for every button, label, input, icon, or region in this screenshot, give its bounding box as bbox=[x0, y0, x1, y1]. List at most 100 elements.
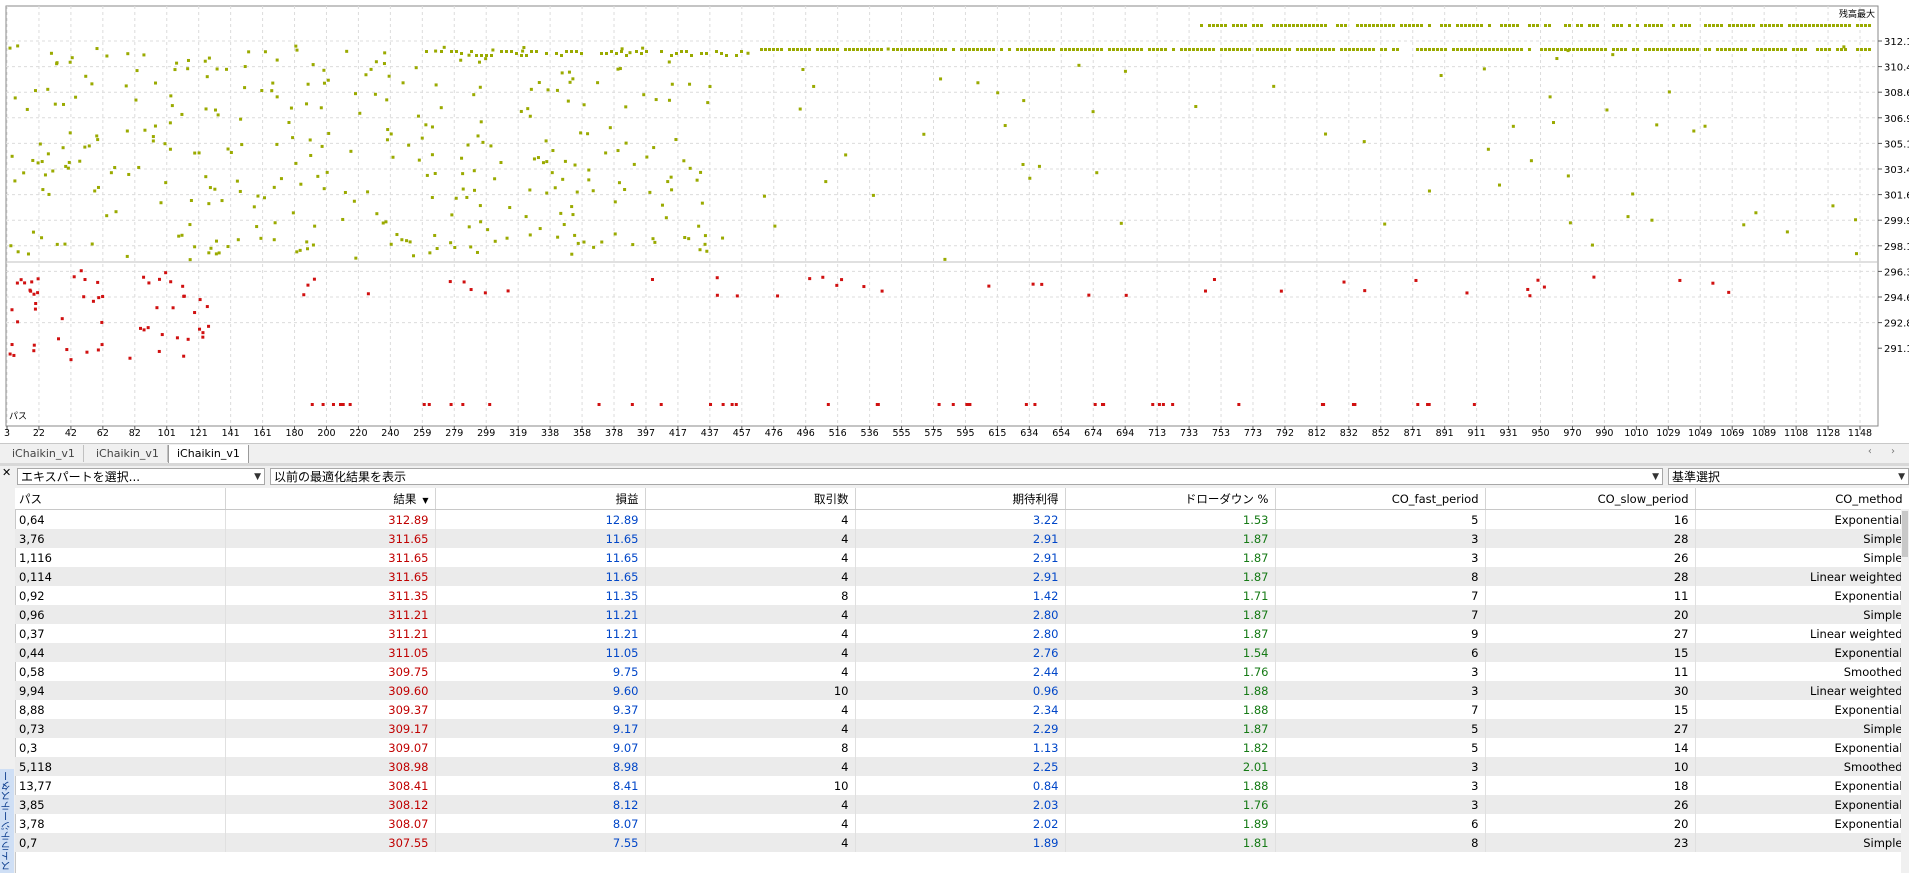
x-tick-label: 240 bbox=[381, 428, 399, 439]
profit-dot bbox=[698, 248, 702, 252]
table-row[interactable]: 1,116 311.65 11.65 4 2.91 1.87 3 26 Simple bbox=[15, 548, 1909, 567]
profit-dot bbox=[90, 82, 94, 86]
profit-dot bbox=[1764, 24, 1767, 27]
profit-dot bbox=[96, 138, 100, 142]
tab-ichaikin-2[interactable]: iChaikin_v1 bbox=[88, 445, 168, 462]
profit-dot bbox=[193, 151, 197, 155]
profit-dot bbox=[1842, 45, 1846, 49]
panel-splitter[interactable] bbox=[0, 463, 1909, 466]
profit-dot bbox=[1752, 24, 1755, 27]
loss-dot bbox=[29, 289, 33, 293]
table-row[interactable]: 0,114 311.65 11.65 4 2.91 1.87 8 28 Linear weigh… bbox=[15, 567, 1909, 586]
loss-dot bbox=[1416, 403, 1420, 406]
col-header-result[interactable]: 結果 ▼ bbox=[225, 488, 436, 510]
col-header-drawdown[interactable]: ドローダウン % bbox=[1065, 488, 1276, 510]
profit-dot bbox=[780, 48, 783, 51]
previous-results-combo[interactable]: 以前の最適化結果を表示 ▼ bbox=[270, 468, 1663, 485]
table-row[interactable]: 3,78 308.07 8.07 4 2.02 1.89 6 20 Exponential bbox=[15, 814, 1909, 833]
profit-dot bbox=[1854, 252, 1858, 256]
profit-dot bbox=[395, 233, 399, 237]
profit-dot bbox=[313, 224, 317, 228]
loss-dot bbox=[715, 276, 719, 280]
col-header-expected-payoff[interactable]: 期待利得 bbox=[855, 488, 1066, 510]
table-row[interactable]: 0,96 311.21 11.21 4 2.80 1.87 7 20 Simple bbox=[15, 605, 1909, 624]
scrollbar-thumb[interactable] bbox=[1902, 511, 1908, 557]
profit-dot bbox=[53, 102, 57, 106]
expert-select-combo[interactable]: エキスパートを選択... ▼ bbox=[17, 468, 265, 485]
table-row[interactable]: 13,77 308.41 8.41 10 0.84 1.88 3 18 Exponential bbox=[15, 776, 1909, 795]
cell-pass: 0,58 bbox=[15, 662, 226, 681]
table-row[interactable]: 8,88 309.37 9.37 4 2.34 1.88 7 15 Exponential bbox=[15, 700, 1909, 719]
loss-dot bbox=[1040, 282, 1044, 286]
table-scrollbar[interactable] bbox=[1901, 509, 1909, 873]
criterion-combo[interactable]: 基準選択 ▼ bbox=[1668, 468, 1909, 485]
x-tick-label: 397 bbox=[637, 428, 655, 439]
chevron-down-icon: ▼ bbox=[254, 472, 261, 482]
profit-dot bbox=[1204, 48, 1207, 51]
optimization-toolbar: エキスパートを選択... ▼ 以前の最適化結果を表示 ▼ 基準選択 ▼ bbox=[15, 466, 1909, 488]
profit-dot bbox=[41, 188, 45, 192]
profit-dot bbox=[1412, 24, 1415, 27]
profit-dot bbox=[1324, 48, 1327, 51]
table-row[interactable]: 0,58 309.75 9.75 4 2.44 1.76 3 11 Smoothed bbox=[15, 662, 1909, 681]
table-row[interactable]: 3,76 311.65 11.65 4 2.91 1.87 3 28 Simple bbox=[15, 529, 1909, 548]
col-header-co-method[interactable]: CO_method bbox=[1695, 488, 1909, 510]
profit-dot bbox=[576, 241, 580, 245]
profit-dot bbox=[425, 173, 429, 177]
profit-dot bbox=[984, 48, 987, 51]
loss-dot bbox=[461, 403, 465, 406]
profit-dot bbox=[1312, 48, 1315, 51]
table-row[interactable]: 5,118 308.98 8.98 4 2.25 2.01 3 10 Smoothed bbox=[15, 757, 1909, 776]
profit-dot bbox=[480, 54, 483, 57]
profit-dot bbox=[532, 157, 536, 161]
col-header-profit[interactable]: 損益 bbox=[435, 488, 646, 510]
tab-ichaikin-1[interactable]: iChaikin_v1 bbox=[4, 445, 84, 462]
table-header-row: パス 結果 ▼ 損益 取引数 期待利得 ドローダウン % CO_fast_peri… bbox=[15, 488, 1909, 510]
profit-dot bbox=[491, 48, 495, 52]
chart-corner-label: 残高最大 bbox=[1839, 8, 1875, 20]
profit-dot bbox=[1460, 24, 1463, 27]
profit-dot bbox=[226, 147, 230, 151]
profit-dot bbox=[880, 48, 883, 51]
loss-dot bbox=[201, 335, 205, 339]
cell-result: 311.35 bbox=[225, 586, 436, 605]
table-row[interactable]: 0,64 312.89 12.89 4 3.22 1.53 5 16 Exponential bbox=[15, 509, 1909, 529]
profit-dot bbox=[1416, 24, 1419, 27]
table-row[interactable]: 0,73 309.17 9.17 4 2.29 1.87 5 27 Simple bbox=[15, 719, 1909, 738]
col-header-trades[interactable]: 取引数 bbox=[645, 488, 856, 510]
table-row[interactable]: 0,37 311.21 11.21 4 2.80 1.87 9 27 Linear weight… bbox=[15, 624, 1909, 643]
profit-dot bbox=[478, 85, 482, 89]
profit-dot bbox=[143, 128, 147, 132]
profit-dot bbox=[705, 249, 709, 253]
table-row[interactable]: 0,7 307.55 7.55 4 1.89 1.81 8 23 Simple bbox=[15, 833, 1909, 852]
strategy-tester-label[interactable]: ストラテジーテスター bbox=[0, 769, 14, 873]
profit-dot bbox=[562, 223, 566, 227]
table-row[interactable]: 3,85 308.12 8.12 4 2.03 1.76 3 26 Exponential bbox=[15, 795, 1909, 814]
table-row[interactable]: 0,44 311.05 11.05 4 2.76 1.54 6 15 Exponential bbox=[15, 643, 1909, 662]
tab-ichaikin-3[interactable]: iChaikin_v1 bbox=[168, 445, 249, 464]
col-header-co-fast-period[interactable]: CO_fast_period bbox=[1275, 488, 1486, 510]
close-icon[interactable]: ✕ bbox=[2, 466, 12, 479]
profit-dot bbox=[386, 128, 390, 132]
table-row[interactable]: 9,94 309.60 9.60 10 0.96 1.88 3 30 Linear weight… bbox=[15, 681, 1909, 700]
profit-dot bbox=[836, 48, 839, 51]
profit-dot bbox=[1436, 48, 1439, 51]
table-row[interactable]: 0,92 311.35 11.35 8 1.42 1.71 7 11 Exponential bbox=[15, 586, 1909, 605]
col-header-pass[interactable]: パス bbox=[15, 488, 226, 510]
table-row[interactable]: 0,3 309.07 9.07 8 1.13 1.82 5 14 Exponential bbox=[15, 738, 1909, 757]
profit-dot bbox=[308, 138, 312, 142]
profit-dot bbox=[125, 129, 129, 133]
profit-dot bbox=[1592, 48, 1595, 51]
x-tick-label: 615 bbox=[988, 428, 1006, 439]
x-tick-label: 753 bbox=[1212, 428, 1230, 439]
col-header-co-slow-period[interactable]: CO_slow_period bbox=[1485, 488, 1696, 510]
profit-dot bbox=[311, 63, 315, 67]
profit-dot bbox=[816, 48, 819, 51]
x-tick-label: 121 bbox=[190, 428, 208, 439]
profit-dot bbox=[305, 240, 309, 244]
profit-dot bbox=[952, 48, 955, 51]
cell-pass: 0,96 bbox=[15, 605, 226, 624]
profit-dot bbox=[992, 48, 995, 51]
profit-dot bbox=[1112, 48, 1115, 51]
tab-scroll-arrows-icon[interactable]: ‹ › bbox=[1867, 446, 1903, 457]
